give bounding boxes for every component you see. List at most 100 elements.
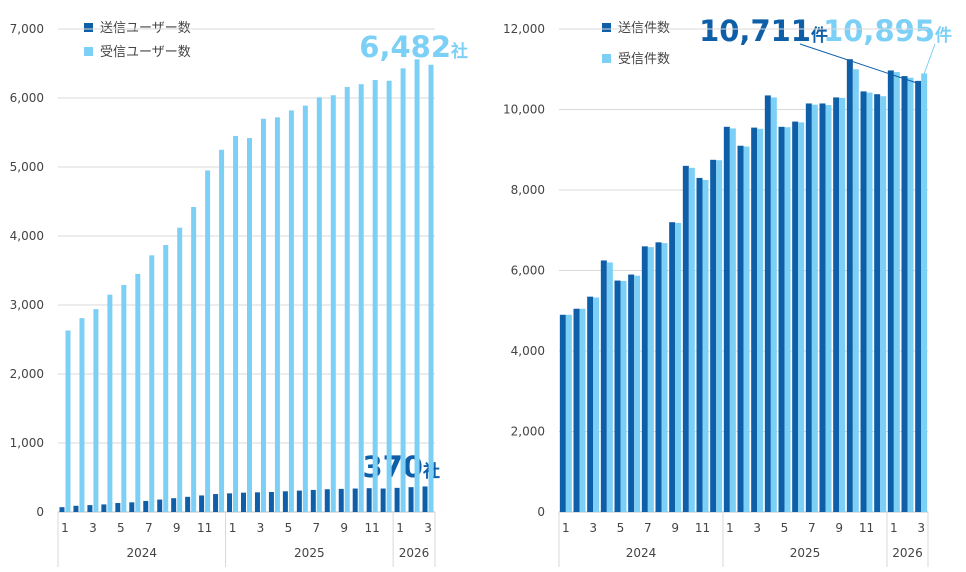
bar-receive: [593, 297, 600, 512]
x-tick-label: 7: [312, 521, 320, 535]
y-tick-label: 6,000: [511, 264, 545, 278]
bar-send: [129, 502, 135, 512]
x-tick-label: 11: [197, 521, 212, 535]
annotation-value: 10,711: [699, 14, 811, 48]
bar-receive: [825, 105, 832, 512]
bar-receive: [247, 138, 252, 512]
bar-send: [805, 103, 812, 513]
bar-send: [254, 492, 260, 512]
bar-send: [352, 488, 358, 512]
bar-send: [792, 121, 799, 512]
x-tick-label: 7: [808, 521, 816, 535]
bar-send: [587, 296, 594, 512]
bar-send: [915, 80, 922, 512]
legend-swatch-receive-users: [84, 47, 93, 56]
x-tick-label: 11: [365, 521, 380, 535]
annotation-leader-line: [799, 43, 918, 84]
x-tick-label: 1: [396, 521, 404, 535]
bar-receive: [688, 167, 695, 513]
bar-send: [573, 308, 580, 512]
bar-receive: [149, 255, 155, 512]
bar-receive: [743, 146, 750, 512]
bar-receive: [907, 77, 914, 512]
annotation-value: 10,895: [823, 14, 935, 48]
x-tick-label: 3: [424, 521, 432, 535]
bar-send: [408, 487, 414, 512]
bar-receive: [428, 64, 434, 512]
x-tick-label: 1: [61, 521, 69, 535]
bar-send: [143, 500, 149, 512]
bar-send: [394, 487, 400, 512]
bar-send: [614, 280, 621, 512]
x-tick-label: 1: [726, 521, 734, 535]
x-tick-label: 5: [285, 521, 293, 535]
y-tick-label: 6,000: [10, 91, 44, 105]
bar-receive: [163, 244, 169, 512]
bar-receive: [79, 318, 85, 512]
bar-receive: [880, 96, 887, 512]
bar-send: [324, 489, 330, 512]
y-tick-label: 2,000: [10, 367, 44, 381]
bar-send: [227, 493, 233, 512]
bar-send: [833, 97, 840, 513]
bar-send: [887, 70, 894, 513]
legend-label-receive-users: 受信ユーザー数: [100, 45, 191, 60]
bar-receive: [177, 227, 183, 512]
x-tick-label: 11: [859, 521, 874, 535]
bar-receive: [579, 308, 586, 512]
bar-send: [723, 126, 730, 513]
y-tick-label: 7,000: [10, 22, 44, 36]
y-tick-label: 0: [36, 505, 44, 519]
bar-send: [185, 496, 191, 512]
y-tick-label: 0: [537, 505, 545, 519]
annotation-value: 6,482: [359, 30, 451, 64]
bar-receive: [893, 72, 900, 512]
bar-receive: [302, 105, 308, 512]
bar-send: [778, 126, 785, 513]
bar-receive: [606, 262, 613, 512]
x-tick-label: 11: [695, 521, 710, 535]
bar-receive: [921, 73, 928, 512]
bar-receive: [260, 118, 266, 512]
bar-receive: [344, 86, 350, 513]
year-label: 2025: [294, 546, 325, 560]
bar-receive: [716, 160, 723, 512]
x-tick-label: 5: [781, 521, 789, 535]
bar-receive: [620, 280, 627, 512]
bar-receive: [798, 122, 805, 512]
bar-receive: [414, 59, 420, 513]
y-tick-label: 4,000: [511, 344, 545, 358]
bar-receive: [358, 84, 364, 512]
x-tick-label: 3: [917, 521, 925, 535]
bar-send: [282, 491, 288, 512]
annotation-value: 370: [362, 450, 423, 484]
bar-receive: [634, 275, 641, 512]
bar-send: [710, 159, 717, 512]
bar-receive: [121, 284, 127, 512]
y-tick-label: 4,000: [10, 229, 44, 243]
annotation-unit: 件: [935, 25, 952, 46]
bar-receive: [729, 128, 736, 513]
y-tick-label: 2,000: [511, 425, 545, 439]
bar-receive: [205, 170, 211, 512]
bar-receive: [661, 243, 668, 512]
bar-send: [296, 490, 302, 512]
bar-send: [171, 498, 177, 512]
bar-send: [628, 274, 635, 512]
bar-send: [641, 246, 648, 512]
bar-receive: [400, 68, 406, 512]
x-tick-label: 5: [117, 521, 125, 535]
bar-receive: [288, 110, 294, 513]
bar-send: [157, 499, 163, 512]
annotation-receive-count: 10,895件: [823, 14, 952, 48]
bar-send: [751, 127, 758, 513]
bar-send: [764, 95, 771, 512]
bar-send: [422, 486, 428, 512]
bar-send: [737, 145, 744, 512]
year-label: 2026: [892, 546, 923, 560]
x-tick-label: 1: [562, 521, 570, 535]
bar-receive: [316, 97, 322, 512]
year-label: 2026: [399, 546, 430, 560]
bar-send: [655, 242, 662, 512]
